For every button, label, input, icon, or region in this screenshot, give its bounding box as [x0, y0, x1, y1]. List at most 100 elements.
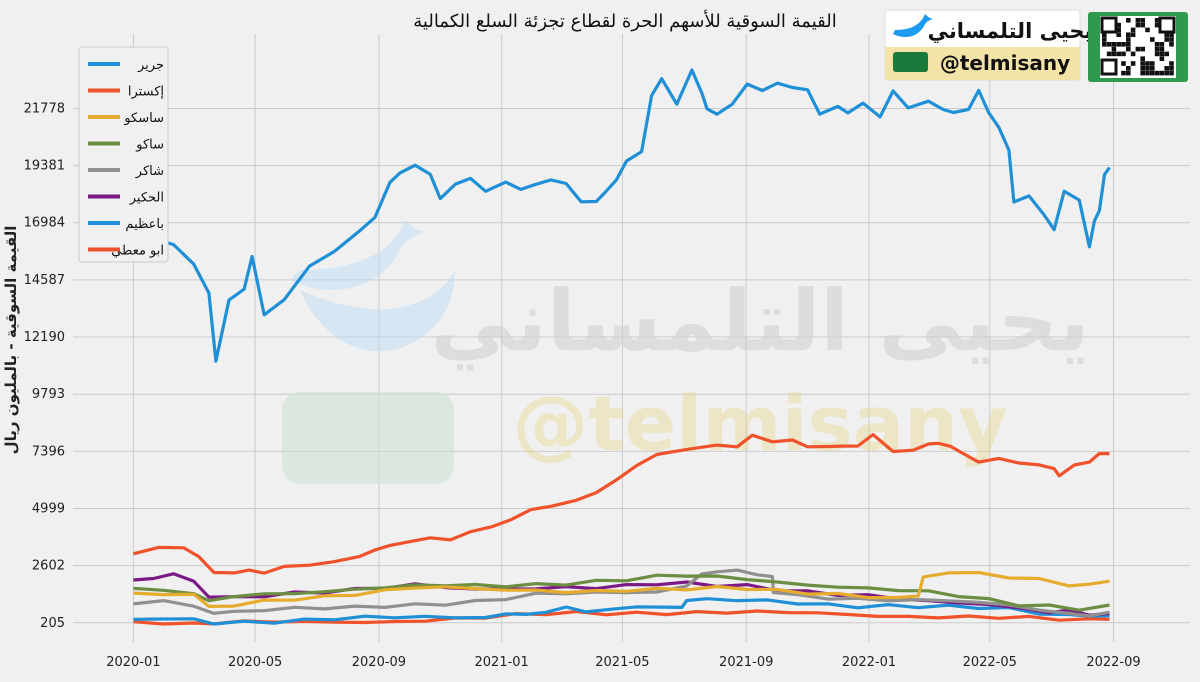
qr-module	[1121, 51, 1126, 57]
qr-module	[1159, 51, 1165, 57]
x-tick-label: 2021-05	[595, 655, 649, 670]
qr-module	[1126, 70, 1131, 76]
qr-module	[1126, 66, 1131, 71]
x-tick-label: 2022-01	[842, 655, 896, 670]
y-tick-label: 2602	[32, 559, 65, 574]
qr-module	[1106, 42, 1112, 47]
qr-module	[1169, 37, 1174, 42]
legend-label: إكسترا	[128, 85, 164, 100]
qr-module	[1150, 66, 1155, 71]
qr-module	[1116, 27, 1121, 33]
qr-module	[1135, 18, 1141, 23]
qr-module	[1159, 70, 1165, 76]
series-line-7	[133, 597, 1110, 626]
qr-module	[1169, 61, 1174, 66]
qr-module	[1126, 46, 1131, 52]
qr-code-icon	[1100, 16, 1176, 78]
qr-module	[1116, 32, 1121, 37]
qr-module	[1164, 70, 1169, 76]
x-tick-label: 2021-09	[719, 655, 773, 670]
qr-module	[1135, 22, 1141, 28]
y-tick-label: 14587	[24, 273, 65, 288]
y-tick-label: 205	[40, 616, 65, 631]
qr-module	[1159, 46, 1165, 52]
qr-module	[1154, 51, 1160, 57]
legend-label: ساكو	[135, 138, 164, 153]
watermark-flag-icon	[282, 392, 454, 484]
qr-module	[1130, 32, 1136, 37]
x-tick-label: 2021-01	[475, 655, 529, 670]
qr-module	[1169, 70, 1174, 76]
qr-finder	[1100, 16, 1118, 34]
series-line-3	[133, 570, 1110, 608]
axes: 205 2602 4999 7396 9793 12190 14587 16984 19381 2…	[24, 101, 1141, 670]
qr-module	[1130, 61, 1136, 66]
x-tick-label: 2020-01	[106, 655, 160, 670]
qr-module	[1106, 51, 1112, 57]
qr-module	[1126, 42, 1131, 47]
y-tick-label: 12190	[24, 330, 65, 345]
series-layer	[133, 68, 1111, 626]
qr-module	[1140, 56, 1145, 61]
qr-module	[1126, 18, 1131, 23]
y-tick-label: 4999	[32, 502, 65, 517]
qr-module	[1140, 66, 1145, 71]
qr-module	[1140, 22, 1145, 28]
qr-module	[1130, 27, 1136, 33]
legend-label: الحكير	[129, 191, 164, 206]
qr-module	[1150, 61, 1155, 66]
qr-module	[1150, 70, 1155, 76]
badge-handle: @telmisany	[940, 51, 1070, 75]
qr-finder	[1158, 16, 1176, 34]
watermark-bird-icon	[290, 220, 455, 352]
y-tick-label: 19381	[24, 159, 65, 174]
grid	[73, 34, 1190, 642]
qr-module	[1154, 18, 1160, 23]
qr-module	[1126, 37, 1131, 42]
legend-label: شاكر	[135, 164, 164, 179]
author-badge: يحيى التلمساني @telmisany	[884, 9, 1188, 82]
x-tick-label: 2022-05	[963, 655, 1017, 670]
series-line-1	[133, 68, 1111, 363]
qr-module	[1102, 32, 1107, 37]
qr-module	[1126, 32, 1131, 37]
y-tick-label: 21778	[24, 101, 65, 116]
x-tick-label: 2022-09	[1086, 655, 1140, 670]
legend-label: باعظيم	[125, 217, 164, 232]
qr-module	[1140, 61, 1145, 66]
qr-module	[1154, 22, 1160, 28]
qr-module	[1130, 51, 1136, 57]
y-tick-label: 16984	[24, 216, 65, 231]
qr-module	[1116, 51, 1121, 57]
qr-module	[1145, 61, 1150, 66]
qr-module	[1164, 37, 1169, 42]
qr-module	[1102, 37, 1107, 42]
qr-module	[1169, 32, 1174, 37]
legend-label: جرير	[137, 58, 164, 73]
qr-module	[1111, 42, 1117, 47]
qr-module	[1145, 66, 1150, 71]
legend: جرير إكسترا ساسكو ساكو شاكر الحكير باعظيم ابو م…	[78, 46, 169, 263]
qr-module	[1150, 37, 1155, 42]
qr-module	[1145, 27, 1150, 33]
qr-module	[1154, 70, 1160, 76]
qr-module	[1116, 22, 1121, 28]
watermark-name: يحيى التلمساني	[430, 272, 1089, 371]
qr-module	[1159, 42, 1165, 47]
qr-module	[1140, 70, 1145, 76]
qr-finder	[1100, 58, 1118, 76]
qr-module	[1135, 46, 1141, 52]
series-line-4	[133, 573, 1110, 612]
qr-module	[1116, 42, 1121, 47]
qr-module	[1169, 66, 1174, 71]
badge-name: يحيى التلمساني	[928, 19, 1093, 43]
watermark-handle: @telmisany	[512, 379, 1007, 468]
qr-module	[1159, 56, 1165, 61]
x-tick-label: 2020-05	[228, 655, 282, 670]
series-line-2	[133, 433, 1110, 575]
badge-flag-icon	[893, 52, 928, 72]
legend-label: ساسكو	[123, 111, 164, 126]
qr-module	[1154, 46, 1160, 52]
